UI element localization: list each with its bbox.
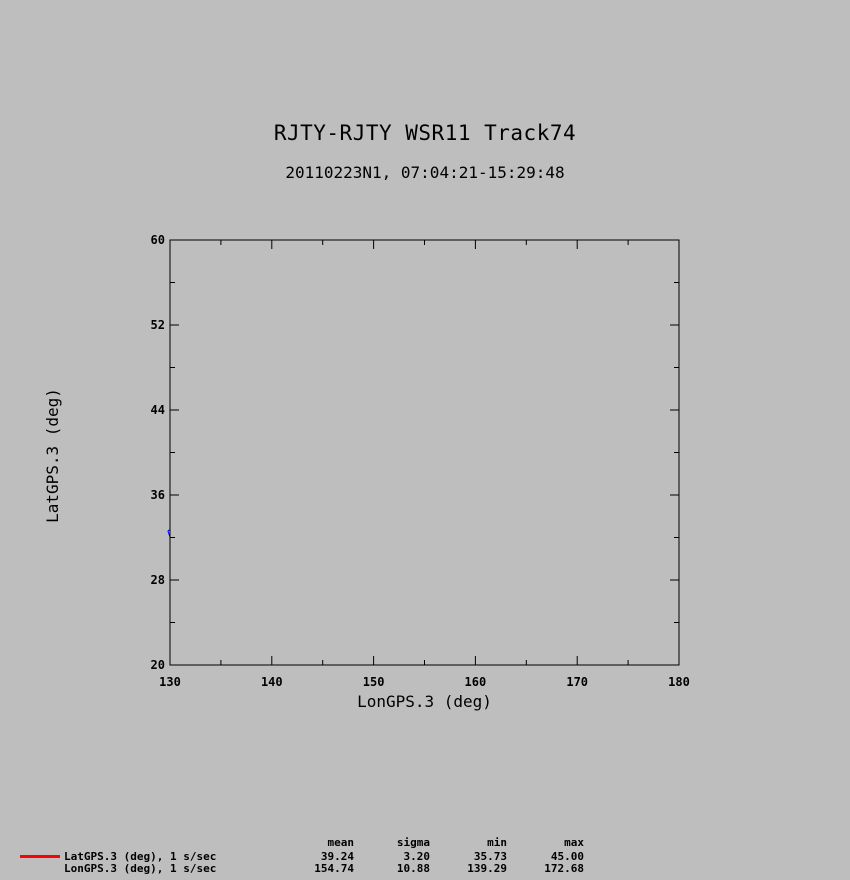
stats-row-sigma: 3.20	[403, 850, 431, 863]
stats-row-min: 35.73	[473, 850, 507, 863]
map-plot: 07:0415:2908:1609:28-10:4011:53-13:05-14…	[43, 233, 690, 711]
y-tick-label: 36	[151, 488, 165, 502]
stats-row-sigma: 10.88	[396, 862, 430, 875]
x-tick-label: 160	[465, 675, 487, 689]
legend-swatch-red	[20, 855, 60, 858]
y-axis-title: LatGPS.3 (deg)	[43, 388, 62, 523]
stats-row-mean: 39.24	[320, 850, 354, 863]
chart-title: RJTY-RJTY WSR11 Track74	[273, 121, 577, 145]
x-tick-label: 130	[159, 675, 181, 689]
axis-labels: 130 140 150 160 170 180 20 28 36 44 52 60 LonGPS.3 (…	[43, 233, 690, 711]
x-tick-label: 170	[566, 675, 588, 689]
x-tick-label: 150	[363, 675, 385, 689]
stats-row-max: 45.00	[550, 850, 584, 863]
y-tick-label: 52	[151, 318, 165, 332]
y-tick-label: 44	[151, 403, 165, 417]
y-tick-label: 20	[151, 658, 165, 672]
plot-frame	[169, 239, 680, 666]
x-axis-title: LonGPS.3 (deg)	[357, 692, 492, 711]
y-tick-label: 28	[151, 573, 165, 587]
stats-row-label: LatGPS.3 (deg), 1 s/sec	[64, 850, 217, 863]
chart-subtitle: 20110223N1, 07:04:21-15:29:48	[285, 163, 565, 182]
stats-header-max: max	[564, 836, 584, 849]
plot-background	[170, 240, 679, 665]
stats-header-min: min	[487, 836, 507, 849]
stats-row-min: 139.29	[467, 862, 507, 875]
x-tick-label: 180	[668, 675, 690, 689]
stats-table: mean sigma min max LatGPS.3 (deg), 1 s/s…	[0, 836, 850, 880]
axis-ticks	[169, 239, 680, 666]
y-tick-label: 60	[151, 233, 165, 247]
stats-row-mean: 154.74	[314, 862, 354, 875]
stats-header-mean: mean	[327, 836, 355, 849]
x-tick-label: 140	[261, 675, 283, 689]
stats-row-max: 172.68	[544, 862, 584, 875]
stats-row-label: LonGPS.3 (deg), 1 s/sec	[64, 862, 217, 875]
stats-header-sigma: sigma	[396, 836, 430, 849]
